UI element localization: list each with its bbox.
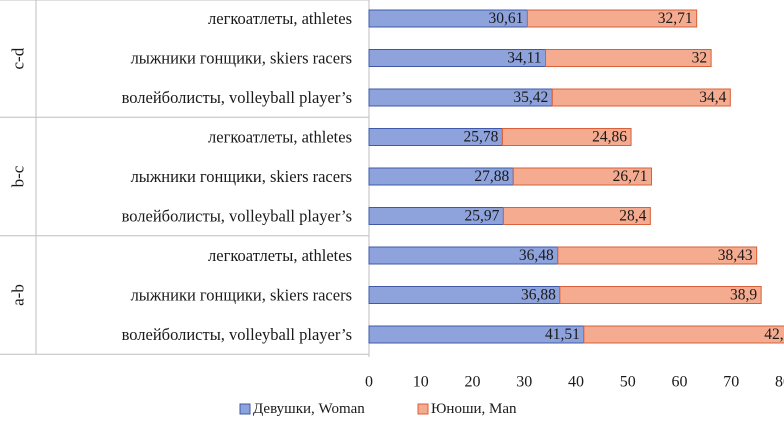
group-label: a-b [9, 284, 28, 306]
x-tick-label: 70 [723, 374, 739, 391]
data-label-woman: 41,51 [545, 326, 580, 343]
data-label-man: 38,43 [718, 247, 753, 264]
data-label-man: 34,4 [699, 89, 726, 106]
group-label: b-c [9, 165, 28, 187]
bar-man [501, 128, 632, 146]
x-tick-label: 0 [365, 374, 373, 391]
x-tick-label: 30 [516, 374, 532, 391]
bar-man [583, 325, 784, 344]
x-tick-label: 50 [620, 374, 636, 391]
category-label: легкоатлеты, athletes [208, 128, 352, 147]
bar-man [545, 49, 712, 67]
category-label: волейболисты, volleyball player’s [122, 207, 352, 226]
legend-swatch-woman [239, 403, 251, 415]
data-label-woman: 36,48 [519, 247, 554, 264]
x-tick-label: 60 [672, 374, 688, 391]
category-label: лыжники гонщики, skiers racers [131, 167, 352, 186]
data-label-woman: 34,11 [507, 50, 541, 67]
legend-swatch-man [417, 403, 429, 415]
category-label: легкоатлеты, athletes [208, 246, 352, 265]
data-label-man: 32 [692, 50, 708, 67]
data-label-man: 32,71 [658, 10, 693, 27]
x-tick-label: 80 [775, 374, 784, 391]
category-label: лыжники гонщики, skiers racers [131, 49, 352, 68]
data-label-man: 26,71 [613, 168, 648, 185]
x-tick-label: 10 [413, 374, 429, 391]
category-label: волейболисты, volleyball player’s [122, 88, 352, 107]
data-label-man: 42,39 [764, 326, 784, 343]
data-label-woman: 27,88 [474, 168, 509, 185]
bar-man [526, 9, 698, 28]
data-label-woman: 25,78 [464, 129, 499, 146]
bar-man [551, 88, 731, 107]
category-label: волейболисты, volleyball player’s [122, 325, 352, 344]
data-label-man: 28,4 [619, 208, 646, 225]
data-label-woman: 36,88 [521, 287, 556, 304]
bar-man [512, 167, 653, 186]
x-tick-label: 40 [568, 374, 584, 391]
bar-man [557, 246, 758, 265]
data-label-woman: 35,42 [513, 89, 548, 106]
x-tick-label: 20 [465, 374, 481, 391]
data-label-woman: 30,61 [489, 10, 524, 27]
bar-man [559, 286, 762, 304]
data-label-man: 38,9 [730, 287, 757, 304]
group-label: c-d [9, 47, 28, 69]
data-label-woman: 25,97 [465, 208, 500, 225]
legend-label-man: Юноши, Man [431, 401, 517, 417]
data-label-man: 24,86 [592, 129, 627, 146]
bar-man [502, 207, 651, 225]
category-label: лыжники гонщики, skiers racers [131, 286, 352, 305]
legend-label-woman: Девушки, Woman [253, 401, 365, 417]
category-label: легкоатлеты, athletes [208, 9, 352, 28]
